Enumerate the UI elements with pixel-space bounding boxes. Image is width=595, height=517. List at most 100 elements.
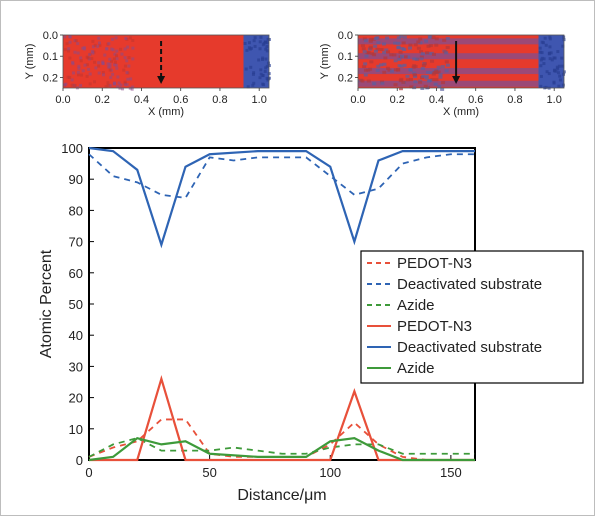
map-texture <box>382 70 387 74</box>
map-y-tick-label: 0.2 <box>338 72 353 84</box>
profile-chart: 0 10 20 30 40 50 60 70 80 90 100 0 50 100 150 Distance/… <box>38 141 476 504</box>
legend: PEDOT-N3 Deactivated substrate Azide PEDOT-… <box>360 250 584 384</box>
map-texture <box>442 38 447 42</box>
map-texture <box>440 87 445 91</box>
map-texture <box>441 81 446 85</box>
map-texture <box>93 60 97 64</box>
map-texture <box>376 41 381 45</box>
legend-label: Azide <box>397 297 435 314</box>
map-x-tick-label: 1.0 <box>547 94 562 106</box>
map-texture <box>91 45 95 49</box>
map-texture <box>398 50 403 54</box>
map-texture <box>550 58 554 62</box>
map-texture <box>545 70 549 74</box>
map-texture <box>444 69 449 73</box>
map-texture <box>81 69 85 73</box>
map-texture <box>265 76 269 80</box>
map-texture <box>264 47 268 51</box>
map-texture <box>393 41 398 45</box>
map-texture <box>110 47 114 51</box>
map-texture <box>419 57 424 61</box>
map-texture <box>382 51 387 55</box>
map-texture <box>359 78 364 82</box>
map-texture <box>385 66 390 70</box>
map-texture <box>547 72 551 76</box>
map-texture <box>73 50 77 54</box>
map-texture <box>422 62 427 66</box>
map-texture <box>362 50 367 54</box>
map-texture <box>123 64 127 68</box>
map-texture <box>88 53 92 57</box>
map-texture <box>68 75 72 79</box>
map-texture <box>424 76 429 80</box>
map-texture <box>434 69 439 73</box>
series-line-dashed-azide <box>88 437 475 458</box>
map-texture <box>263 69 267 73</box>
map-texture <box>111 72 115 76</box>
map-texture <box>106 62 110 66</box>
map-texture <box>434 37 439 41</box>
map-texture <box>131 85 135 89</box>
map-texture <box>116 75 120 79</box>
map-texture <box>445 63 450 67</box>
map-texture <box>554 69 558 73</box>
map-texture <box>253 36 257 40</box>
map-x-tick-label: 0.8 <box>507 94 522 106</box>
map-texture <box>259 68 263 72</box>
map-texture <box>548 35 552 39</box>
map-texture <box>259 35 263 39</box>
map-texture <box>91 51 95 55</box>
map-texture <box>414 57 419 61</box>
map-texture <box>424 74 429 78</box>
map-texture <box>97 64 101 68</box>
map-texture <box>83 63 87 67</box>
map-texture <box>63 35 67 39</box>
map-texture <box>557 64 561 68</box>
y-tick-label: 60 <box>69 266 83 281</box>
map-texture <box>63 48 67 52</box>
x-axis-label: Distance/μm <box>237 487 326 504</box>
series-line-dashed-deactivated <box>88 153 475 199</box>
map-texture <box>88 72 92 76</box>
y-tick-label: 50 <box>69 297 83 312</box>
map-texture <box>114 63 118 67</box>
map-texture <box>402 63 407 67</box>
map-texture <box>431 52 436 56</box>
map-texture <box>258 47 262 51</box>
map-texture <box>265 64 269 68</box>
map-y-axis-label: Y (mm) <box>319 44 331 80</box>
y-tick-label: 90 <box>69 172 83 187</box>
map-texture <box>67 49 71 53</box>
map-texture <box>114 54 118 58</box>
map-texture <box>119 83 123 87</box>
map-texture <box>249 46 253 50</box>
map-texture <box>109 59 113 63</box>
map-texture <box>123 56 127 60</box>
map-texture <box>65 42 69 46</box>
map-texture <box>121 87 125 91</box>
x-tick-label: 0 <box>85 465 92 480</box>
map-texture <box>64 82 68 86</box>
map-texture <box>109 76 113 80</box>
map-texture <box>244 67 248 71</box>
map-texture <box>86 56 90 60</box>
y-tick-label: 0 <box>76 453 83 468</box>
map-texture <box>97 41 101 45</box>
map-texture <box>561 83 565 87</box>
map-texture <box>68 56 72 60</box>
map-x-tick-label: 0.4 <box>134 94 149 106</box>
y-tick-label: 100 <box>61 141 83 156</box>
map-y-tick-label: 0.0 <box>338 30 353 42</box>
map-texture <box>131 46 135 50</box>
map-texture <box>560 56 564 60</box>
map-texture <box>552 80 556 84</box>
map-texture <box>544 43 548 47</box>
map-texture <box>556 50 560 54</box>
map-texture <box>246 85 250 89</box>
map-texture <box>101 60 105 64</box>
map-texture <box>542 62 546 66</box>
map-texture <box>247 41 251 45</box>
map-texture <box>360 44 365 48</box>
map-texture <box>406 55 411 59</box>
map-texture <box>379 48 384 52</box>
